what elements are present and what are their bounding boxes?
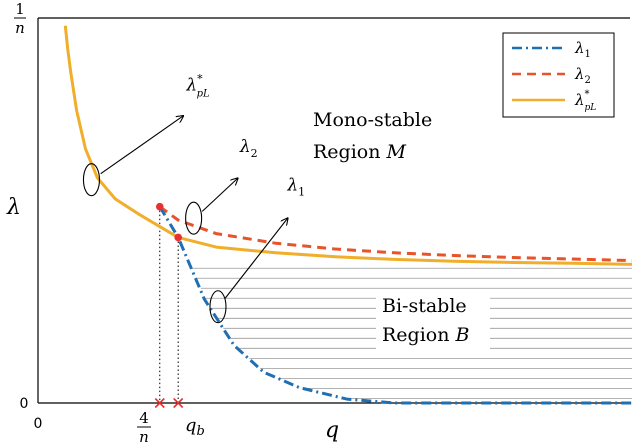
x-tick-4n-denominator: n (139, 428, 149, 446)
y-axis-label: λ (6, 195, 21, 220)
legend-label-lambda-pL: λ* pL (574, 89, 596, 113)
bi-region-line1: Bi-stable (382, 295, 467, 317)
annot-lambda1-label: λ1 (286, 176, 305, 199)
y-tick-top-numerator: 1 (15, 0, 25, 18)
bistable-label-background (376, 290, 490, 350)
legend-label-lambda1: λ1 (574, 39, 591, 60)
annot-lambda-pL: λ* pL (82, 72, 210, 197)
y-tick-zero: 0 (20, 396, 29, 412)
mono-region-line2: Region M (313, 141, 407, 163)
legend-label-lambda-pL-sub: pL (585, 103, 597, 113)
x-tick-qb-sub: b (197, 424, 205, 439)
legend-label-lambda-pL-sup: * (585, 89, 590, 100)
annot-lambda2: λ2 (185, 137, 258, 235)
annot-lambda-pL-label: λ* pL (185, 72, 210, 99)
x-tick-4n-numerator: 4 (139, 409, 149, 427)
legend: λ1 λ2 λ* pL (502, 32, 615, 118)
bi-region-symbol: B (455, 324, 470, 346)
legend-label-lambda2: λ2 (574, 65, 591, 86)
qb-point-marker (174, 233, 182, 242)
vertical-guides (159, 206, 179, 403)
annot-lambda1: λ1 (209, 176, 305, 324)
legend-label-lambda2-sub: 2 (585, 75, 591, 86)
mono-region-line1: Mono-stable (313, 109, 432, 131)
legend-label-lambda1-sub: 1 (585, 49, 591, 60)
x-marker-4n (154, 397, 165, 409)
x-tick-zero: 0 (34, 416, 43, 432)
series-line-lambda2 (158, 205, 632, 263)
y-tick-top-denominator: n (15, 19, 25, 37)
onset-point-marker (155, 202, 164, 211)
bi-region-line2: Region B (382, 324, 470, 346)
annotation-layer: λ* pL λ2 λ1 (82, 72, 305, 324)
annot-lambda2-label: λ2 (239, 137, 258, 160)
series-line-lambda1 (158, 205, 632, 405)
marker-layer (154, 202, 184, 409)
x-marker-qb (173, 397, 184, 409)
x-tick-qb: qb (185, 415, 205, 439)
mono-region-symbol: M (386, 141, 407, 163)
x-axis-label: q (325, 418, 339, 443)
